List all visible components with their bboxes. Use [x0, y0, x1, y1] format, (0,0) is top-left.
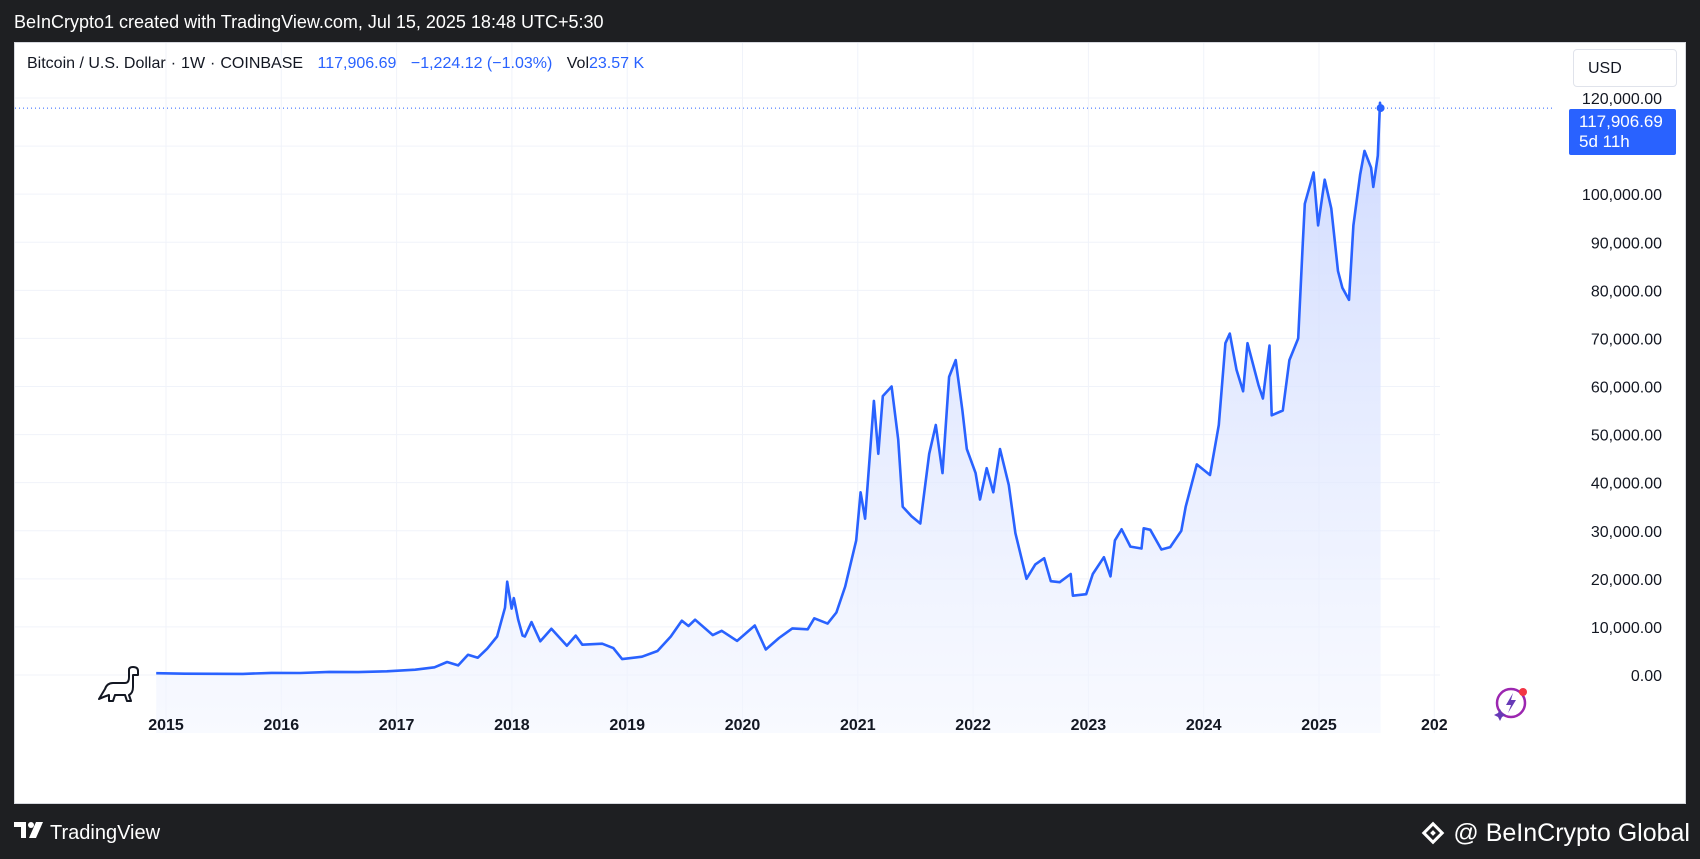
last-price-dot — [1376, 104, 1385, 113]
x-tick-label: 2023 — [1071, 717, 1107, 734]
price-line[interactable] — [156, 101, 1382, 676]
y-tick-label: 120,000.00 — [1582, 91, 1662, 108]
x-tick-label: 2020 — [725, 717, 761, 734]
y-tick-label: 80,000.00 — [1591, 283, 1662, 300]
interval-label[interactable]: 1W — [181, 55, 206, 72]
tradingview-wordmark: TradingView — [50, 822, 161, 844]
currency-button[interactable]: USD — [1573, 49, 1677, 87]
beincrypto-diamond-icon — [1422, 821, 1445, 845]
y-tick-label: 90,000.00 — [1591, 235, 1662, 252]
x-tick-label: 2024 — [1186, 717, 1222, 734]
volume-label: Vol — [566, 55, 589, 72]
flash-spark-icon[interactable] — [1494, 687, 1527, 721]
y-tick-label: 10,000.00 — [1591, 620, 1662, 637]
x-tick-label: 2016 — [264, 717, 300, 734]
x-axis-labels[interactable]: 2015 2016 2017 2018 2019 2020 2021 2022 2023 2024… — [148, 717, 1448, 734]
beincrypto-wordmark: @ BeInCrypto Global — [1453, 819, 1690, 847]
y-tick-label: 50,000.00 — [1591, 428, 1662, 445]
x-tick-label: 2021 — [840, 717, 876, 734]
x-tick-label: 2025 — [1301, 717, 1337, 734]
bar-countdown: 5d 11h — [1579, 132, 1630, 151]
exchange-label: COINBASE — [220, 55, 304, 72]
y-tick-label: 70,000.00 — [1591, 331, 1662, 348]
footer-bar: TradingView @ BeInCrypto Global — [0, 806, 1700, 859]
symbol-legend[interactable]: Bitcoin / U.S. Dollar · 1W · COINBASE 117,90… — [27, 55, 645, 72]
x-tick-label: 2022 — [955, 717, 991, 734]
x-tick-label: 2015 — [148, 717, 184, 734]
dino-icon[interactable] — [98, 666, 139, 702]
price-area-fill — [156, 102, 1381, 734]
chart-panel[interactable]: 0.00 10,000.00 20,000.00 30,000.00 40,000.00… — [14, 42, 1686, 804]
y-tick-label: 0.00 — [1631, 668, 1662, 685]
y-tick-label: 60,000.00 — [1591, 380, 1662, 397]
tradingview-logo-icon — [14, 820, 44, 846]
last-price-value: 117,906.69 — [317, 55, 397, 72]
x-tick-label: 2019 — [609, 717, 645, 734]
volume-value: 23.57 K — [589, 55, 645, 72]
beincrypto-brand[interactable]: @ BeInCrypto Global — [1422, 818, 1690, 848]
y-tick-label: 30,000.00 — [1591, 524, 1662, 541]
x-tick-label: 202 — [1421, 717, 1448, 734]
last-price-tag-value: 117,906.69 — [1579, 112, 1663, 131]
price-chart[interactable]: 0.00 10,000.00 20,000.00 30,000.00 40,000.00… — [15, 43, 1686, 804]
y-tick-label: 100,000.00 — [1582, 187, 1662, 204]
x-tick-label: 2018 — [494, 717, 530, 734]
y-axis-labels[interactable]: 0.00 10,000.00 20,000.00 30,000.00 40,000.00… — [1582, 91, 1662, 685]
chart-attribution: BeInCrypto1 created with TradingView.com… — [14, 12, 604, 32]
symbol-name[interactable]: Bitcoin / U.S. Dollar — [27, 55, 166, 72]
y-tick-label: 40,000.00 — [1591, 476, 1662, 493]
tradingview-brand[interactable]: TradingView — [14, 820, 160, 846]
last-price-tag: 117,906.69 5d 11h — [1569, 109, 1676, 155]
price-change-value: −1,224.12 (−1.03%) — [410, 55, 553, 72]
y-tick-label: 20,000.00 — [1591, 572, 1662, 589]
x-tick-label: 2017 — [379, 717, 415, 734]
